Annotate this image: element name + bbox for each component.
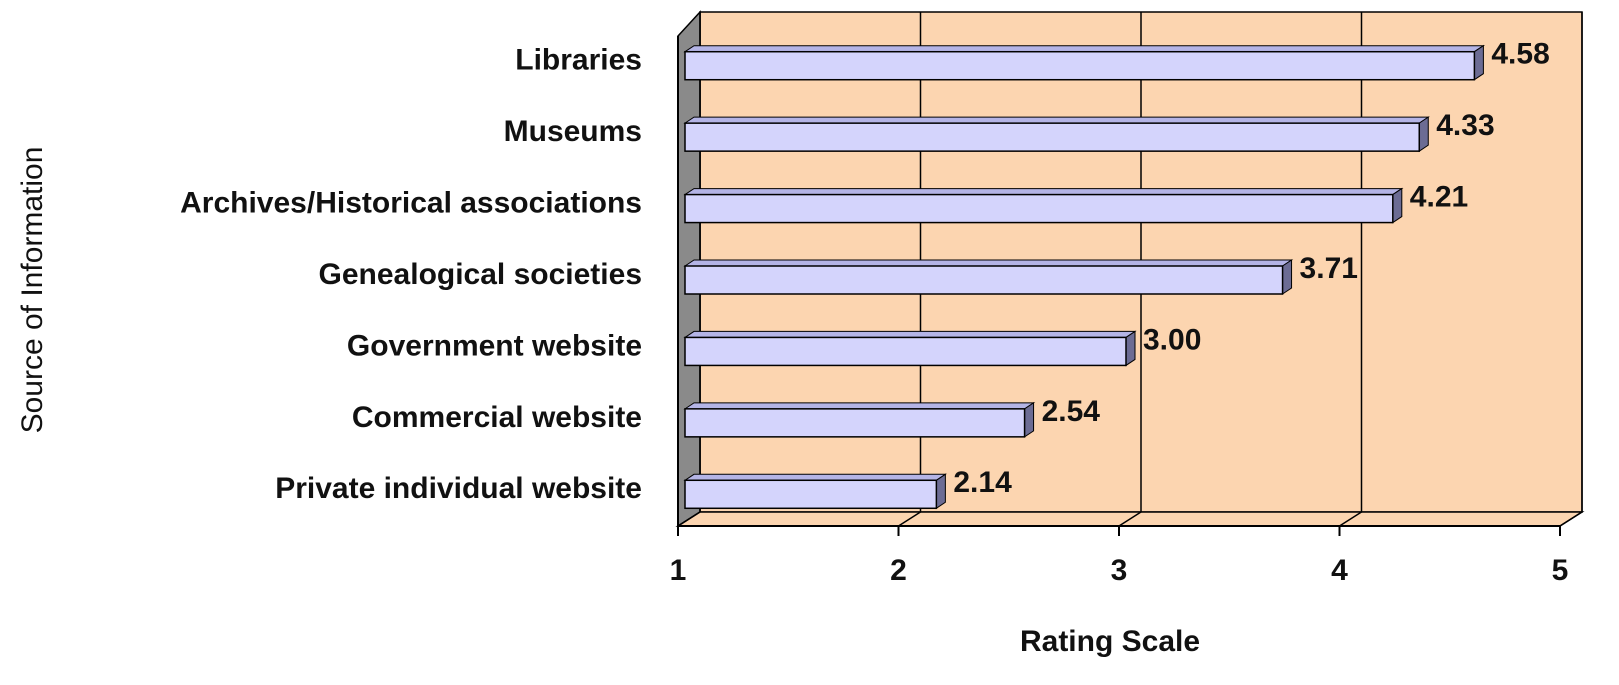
bar bbox=[684, 50, 1476, 81]
bar-top bbox=[683, 45, 1486, 53]
bar bbox=[684, 479, 938, 510]
grid-line bbox=[677, 12, 701, 527]
value-label: 2.54 bbox=[1042, 395, 1101, 428]
value-label: 4.58 bbox=[1491, 38, 1549, 71]
y-tick-label: Genealogical societies bbox=[319, 258, 642, 291]
grid-line bbox=[898, 12, 922, 527]
bar-top bbox=[683, 473, 948, 481]
value-label: 3.71 bbox=[1300, 252, 1358, 285]
value-label: 4.21 bbox=[1410, 180, 1468, 213]
bar-side bbox=[1282, 259, 1293, 295]
x-tick-label: 5 bbox=[1552, 554, 1569, 587]
y-axis-title: Source of Information bbox=[16, 147, 49, 434]
value-label: 4.33 bbox=[1436, 109, 1494, 142]
bar-side bbox=[1125, 330, 1136, 367]
grid-line bbox=[1118, 12, 1142, 527]
bar bbox=[684, 122, 1421, 152]
y-tick-label: Commercial website bbox=[352, 401, 642, 434]
bar-side bbox=[1473, 44, 1484, 81]
grid-line bbox=[1339, 12, 1363, 527]
bar-side bbox=[1418, 116, 1429, 153]
value-label: 3.00 bbox=[1143, 323, 1201, 356]
value-label: 2.14 bbox=[953, 466, 1012, 499]
x-tick-label: 3 bbox=[1111, 554, 1128, 587]
bar-top bbox=[683, 259, 1294, 267]
x-axis-title: Rating Scale bbox=[1020, 625, 1200, 658]
y-tick-label: Government website bbox=[347, 329, 642, 362]
bar-side bbox=[935, 473, 946, 510]
bar bbox=[684, 408, 1026, 438]
x-tick-label: 2 bbox=[890, 554, 907, 587]
grid-line bbox=[1559, 12, 1583, 527]
bar-top bbox=[683, 330, 1137, 338]
bar-top bbox=[683, 402, 1036, 410]
bar-side bbox=[1024, 401, 1035, 438]
bar bbox=[684, 265, 1284, 295]
y-tick-label: Libraries bbox=[515, 44, 642, 77]
x-tick-label: 1 bbox=[670, 554, 687, 587]
bar-top bbox=[683, 188, 1404, 196]
bar-side bbox=[1392, 187, 1403, 224]
y-tick-label: Museums bbox=[504, 115, 642, 148]
y-tick-label: Archives/Historical associations bbox=[180, 186, 642, 219]
x-tick-label: 4 bbox=[1331, 554, 1348, 587]
bar bbox=[684, 193, 1394, 224]
y-tick-label: Private individual website bbox=[275, 472, 642, 505]
bar bbox=[684, 336, 1127, 367]
bar-top bbox=[683, 116, 1430, 124]
